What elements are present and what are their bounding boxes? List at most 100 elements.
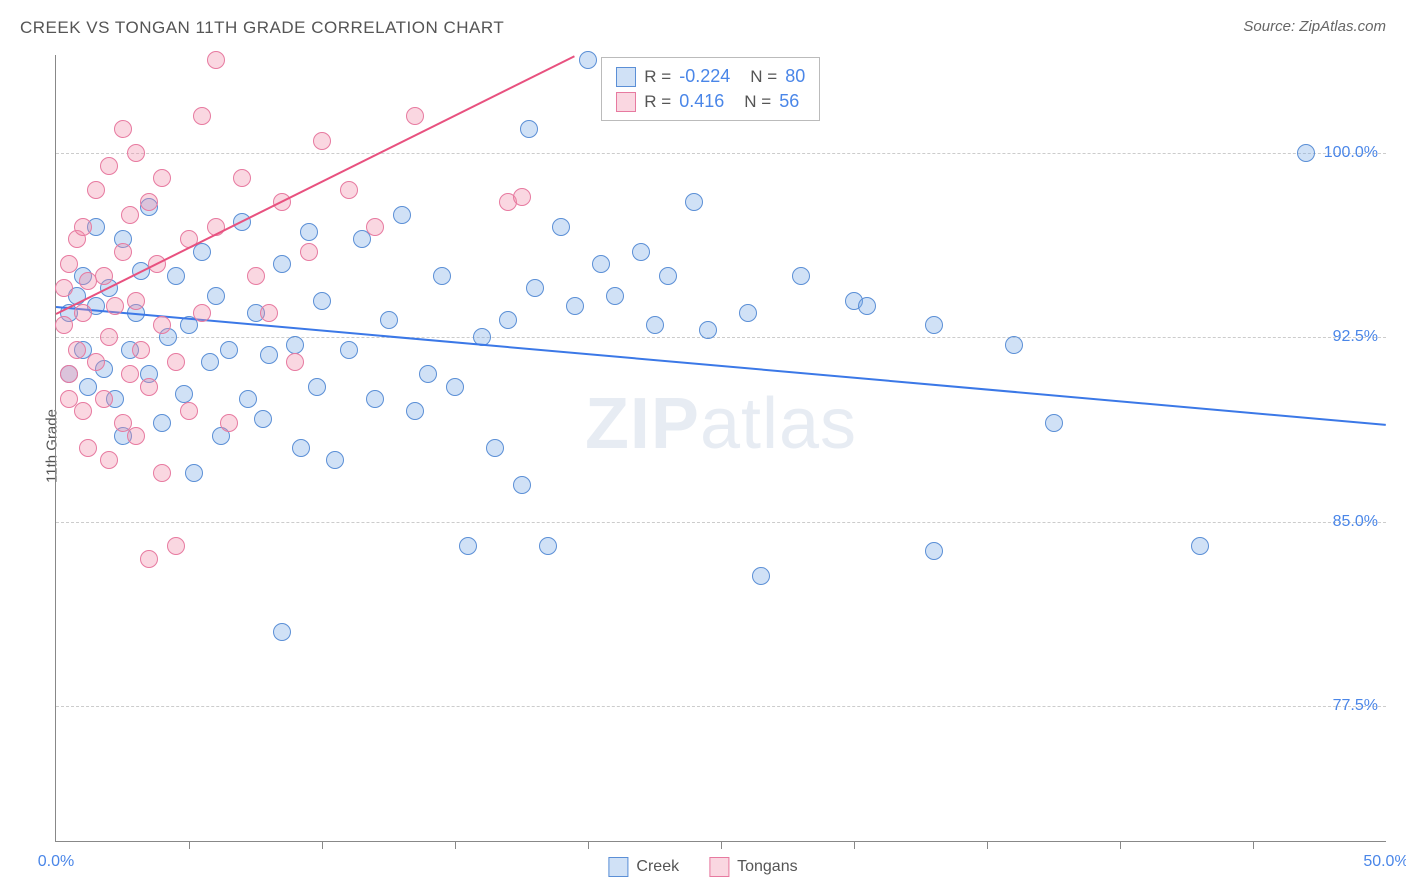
n-value: 80 xyxy=(785,66,805,87)
creek-point xyxy=(646,316,664,334)
x-tick xyxy=(987,841,988,849)
creek-point xyxy=(292,439,310,457)
creek-point xyxy=(699,321,717,339)
x-tick xyxy=(455,841,456,849)
creek-point xyxy=(207,287,225,305)
tongans-point xyxy=(127,427,145,445)
legend-row-tongans: R = 0.416N = 56 xyxy=(616,89,805,114)
x-tick-label: 0.0% xyxy=(38,853,74,871)
creek-point xyxy=(592,255,610,273)
tongans-point xyxy=(193,107,211,125)
creek-point xyxy=(1045,414,1063,432)
plot-area: ZIPatlas R = -0.224 N = 80R = 0.416N = 56… xyxy=(55,55,1386,842)
tongans-point xyxy=(406,107,424,125)
creek-swatch xyxy=(616,67,636,87)
creek-point xyxy=(659,267,677,285)
creek-point xyxy=(486,439,504,457)
tongans-point xyxy=(513,188,531,206)
tongans-point xyxy=(55,316,73,334)
legend-label: Creek xyxy=(636,858,679,876)
tongans-point xyxy=(127,292,145,310)
x-tick-label: 50.0% xyxy=(1363,853,1406,871)
r-label: R = xyxy=(644,67,671,87)
x-tick xyxy=(588,841,589,849)
legend-row-creek: R = -0.224 N = 80 xyxy=(616,64,805,89)
creek-point xyxy=(606,287,624,305)
n-label: N = xyxy=(750,67,777,87)
creek-point xyxy=(201,353,219,371)
r-value: -0.224 xyxy=(679,66,730,87)
tongans-point xyxy=(127,144,145,162)
gridline xyxy=(56,153,1386,154)
creek-point xyxy=(366,390,384,408)
legend-item: Creek xyxy=(608,857,679,877)
tongans-point xyxy=(153,316,171,334)
tongans-point xyxy=(366,218,384,236)
gridline xyxy=(56,706,1386,707)
legend-label: Tongans xyxy=(737,858,798,876)
tongans-point xyxy=(100,451,118,469)
creek-point xyxy=(752,567,770,585)
tongans-point xyxy=(74,304,92,322)
tongans-point xyxy=(313,132,331,150)
y-tick-label: 77.5% xyxy=(1333,697,1378,715)
creek-point xyxy=(858,297,876,315)
r-label: R = xyxy=(644,92,671,112)
creek-point xyxy=(792,267,810,285)
tongans-point xyxy=(247,267,265,285)
header: CREEK VS TONGAN 11TH GRADE CORRELATION C… xyxy=(20,18,1386,48)
watermark: ZIPatlas xyxy=(585,383,857,465)
tongans-swatch xyxy=(616,92,636,112)
tongans-point xyxy=(74,402,92,420)
tongans-point xyxy=(60,365,78,383)
creek-point xyxy=(308,378,326,396)
tongans-point xyxy=(140,378,158,396)
creek-point xyxy=(175,385,193,403)
tongans-point xyxy=(100,157,118,175)
chart-title: CREEK VS TONGAN 11TH GRADE CORRELATION C… xyxy=(20,18,504,37)
plot-wrap: ZIPatlas R = -0.224 N = 80R = 0.416N = 56… xyxy=(55,55,1386,842)
creek-point xyxy=(552,218,570,236)
x-tick xyxy=(322,841,323,849)
creek-point xyxy=(632,243,650,261)
creek-point xyxy=(513,476,531,494)
creek-point xyxy=(393,206,411,224)
watermark-atlas: atlas xyxy=(700,384,857,464)
creek-point xyxy=(739,304,757,322)
source-name: ZipAtlas.com xyxy=(1299,18,1386,35)
creek-point xyxy=(526,279,544,297)
x-tick xyxy=(189,841,190,849)
x-tick xyxy=(854,841,855,849)
x-tick xyxy=(1120,841,1121,849)
tongans-point xyxy=(300,243,318,261)
tongans-point xyxy=(140,193,158,211)
creek-point xyxy=(239,390,257,408)
creek-point xyxy=(1191,537,1209,555)
n-label: N = xyxy=(744,92,771,112)
tongans-point xyxy=(60,255,78,273)
tongans-point xyxy=(193,304,211,322)
x-tick xyxy=(1253,841,1254,849)
creek-point xyxy=(566,297,584,315)
tongans-point xyxy=(79,439,97,457)
y-tick-label: 85.0% xyxy=(1333,513,1378,531)
tongans-point xyxy=(100,328,118,346)
creek-point xyxy=(79,378,97,396)
legend-item: Tongans xyxy=(709,857,798,877)
tongans-point xyxy=(114,120,132,138)
creek-point xyxy=(254,410,272,428)
source-prefix: Source: xyxy=(1243,18,1299,35)
tongans-point xyxy=(167,537,185,555)
creek-point xyxy=(167,267,185,285)
tongans-point xyxy=(220,414,238,432)
y-tick-label: 100.0% xyxy=(1324,144,1378,162)
tongans-point xyxy=(286,353,304,371)
gridline xyxy=(56,337,1386,338)
creek-point xyxy=(446,378,464,396)
creek-point xyxy=(153,414,171,432)
creek-point xyxy=(520,120,538,138)
creek-point xyxy=(380,311,398,329)
creek-point xyxy=(925,316,943,334)
creek-point xyxy=(406,402,424,420)
tongans-point xyxy=(87,353,105,371)
